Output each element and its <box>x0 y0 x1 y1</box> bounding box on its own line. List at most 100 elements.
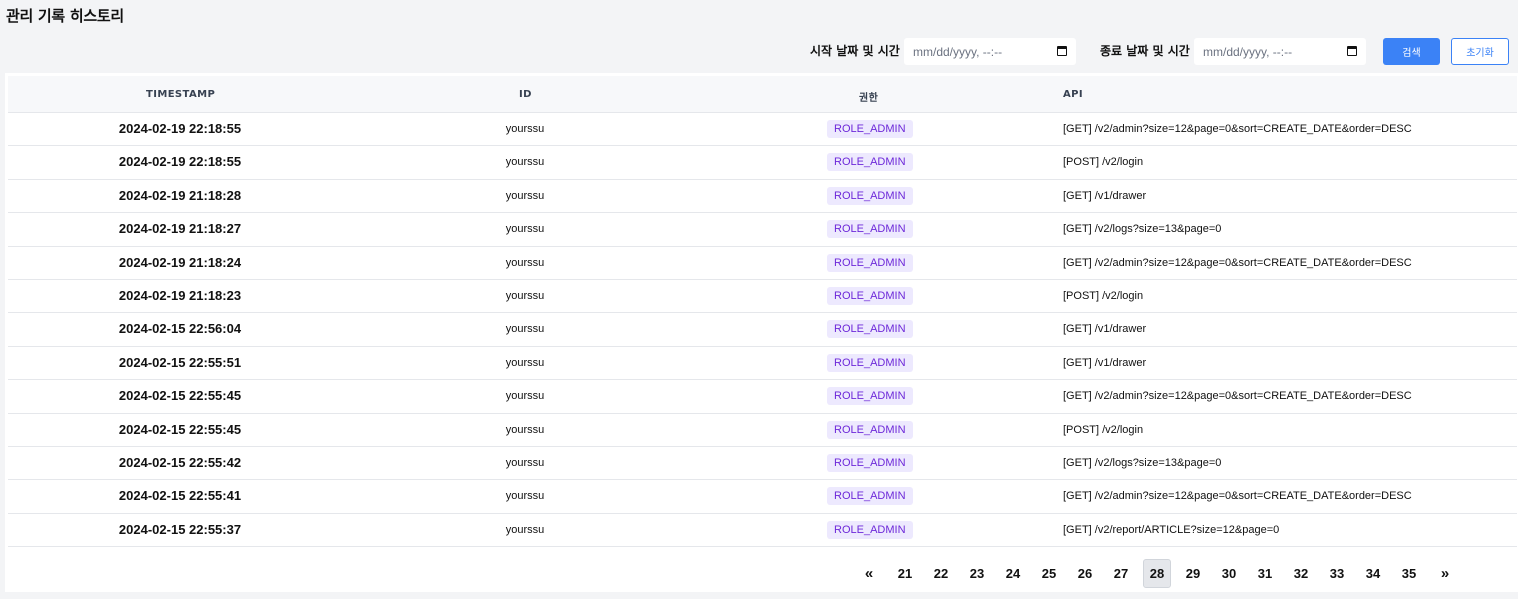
start-date-placeholder: mm/dd/yyyy, --:-- <box>913 44 1003 59</box>
table-row: 2024-02-15 22:55:41 yourssu ROLE_ADMIN [GET… <box>8 480 1517 514</box>
pagination-page-26[interactable]: 26 <box>1077 566 1093 581</box>
role-badge: ROLE_ADMIN <box>827 320 913 339</box>
pagination-page-27[interactable]: 27 <box>1113 566 1129 581</box>
role-badge: ROLE_ADMIN <box>827 120 913 138</box>
cell-timestamp: 2024-02-15 22:55:45 <box>118 421 242 437</box>
role-badge: ROLE_ADMIN <box>827 186 913 205</box>
start-date-input[interactable]: mm/dd/yyyy, --:-- <box>904 38 1076 65</box>
pagination-prev-button[interactable]: « <box>864 565 874 582</box>
cell-id: yourssu <box>505 490 545 503</box>
cell-timestamp: 2024-02-15 22:55:51 <box>118 354 242 370</box>
cell-timestamp: 2024-02-19 21:18:28 <box>118 187 242 203</box>
cell-api: [GET] /v2/admin?size=12&page=0&sort=CREA… <box>1063 490 1412 503</box>
table-row: 2024-02-15 22:55:42 yourssu ROLE_ADMIN [GET… <box>8 447 1517 481</box>
pagination-page-28[interactable]: 28 <box>1143 559 1171 588</box>
column-header-timestamp: TIMESTAMP <box>146 89 216 100</box>
pagination: « 21 22 23 24 25 26 27 28 29 30 31 32 33 34 35 » <box>855 559 1467 589</box>
cell-id: yourssu <box>505 289 545 302</box>
table-row: 2024-02-15 22:55:51 yourssu ROLE_ADMIN [GET… <box>8 347 1517 381</box>
end-date-input[interactable]: mm/dd/yyyy, --:-- <box>1194 38 1366 65</box>
role-badge: ROLE_ADMIN <box>827 353 913 372</box>
cell-api: [POST] /v2/login <box>1063 289 1144 302</box>
pagination-page-22[interactable]: 22 <box>933 566 949 581</box>
cell-id: yourssu <box>505 223 545 236</box>
table-row: 2024-02-19 21:18:27 yourssu ROLE_ADMIN [GET… <box>8 213 1517 247</box>
cell-timestamp: 2024-02-15 22:55:37 <box>118 521 242 537</box>
start-date-label: 시작 날짜 및 시간 <box>810 44 900 58</box>
cell-api: [GET] /v2/admin?size=12&page=0&sort=CREA… <box>1063 123 1412 135</box>
cell-id: yourssu <box>505 523 545 536</box>
pagination-page-25[interactable]: 25 <box>1041 566 1057 581</box>
role-badge: ROLE_ADMIN <box>827 487 913 506</box>
cell-timestamp: 2024-02-19 21:18:27 <box>118 221 242 237</box>
role-badge: ROLE_ADMIN <box>827 387 913 406</box>
cell-id: yourssu <box>505 189 545 202</box>
pagination-page-32[interactable]: 32 <box>1293 566 1309 581</box>
cell-api: [GET] /v2/logs?size=13&page=0 <box>1063 456 1222 469</box>
table-row: 2024-02-19 22:18:55 yourssu ROLE_ADMIN [POS… <box>8 146 1517 180</box>
table-body: 2024-02-19 22:18:55 yourssu ROLE_ADMIN [GET… <box>8 113 1517 548</box>
cell-api: [GET] /v1/drawer <box>1063 189 1147 202</box>
pagination-page-24[interactable]: 24 <box>1005 566 1021 581</box>
pagination-page-34[interactable]: 34 <box>1365 566 1381 581</box>
cell-id: yourssu <box>505 390 545 403</box>
cell-id: yourssu <box>505 423 545 436</box>
pagination-page-23[interactable]: 23 <box>969 566 985 581</box>
table-row: 2024-02-15 22:55:45 yourssu ROLE_ADMIN [POS… <box>8 414 1517 447</box>
reset-button[interactable]: 초기화 <box>1451 38 1509 65</box>
cell-timestamp: 2024-02-19 21:18:23 <box>118 287 242 303</box>
end-date-label: 종료 날짜 및 시간 <box>1100 44 1190 58</box>
role-badge: ROLE_ADMIN <box>827 286 913 305</box>
column-header-role: 권한 <box>859 93 879 104</box>
table-header: TIMESTAMP ID 권한 API <box>8 76 1517 113</box>
cell-id: yourssu <box>505 356 545 369</box>
cell-id: yourssu <box>505 323 545 336</box>
pagination-page-29[interactable]: 29 <box>1185 566 1201 581</box>
table-row: 2024-02-19 21:18:23 yourssu ROLE_ADMIN [POS… <box>8 280 1517 314</box>
search-button[interactable]: 검색 <box>1383 38 1440 65</box>
role-badge: ROLE_ADMIN <box>827 520 913 539</box>
table-row: 2024-02-15 22:55:45 yourssu ROLE_ADMIN [GET… <box>8 380 1517 414</box>
role-badge: ROLE_ADMIN <box>827 453 913 472</box>
cell-timestamp: 2024-02-19 22:18:55 <box>118 121 242 136</box>
table-row: 2024-02-15 22:56:04 yourssu ROLE_ADMIN [GET… <box>8 313 1517 347</box>
column-header-api: API <box>1063 89 1083 100</box>
pagination-page-30[interactable]: 30 <box>1221 566 1237 581</box>
pagination-next-button[interactable]: » <box>1440 565 1450 582</box>
cell-id: yourssu <box>505 156 545 169</box>
cell-api: [GET] /v1/drawer <box>1063 323 1147 336</box>
table-row: 2024-02-15 22:55:37 yourssu ROLE_ADMIN [GET… <box>8 514 1517 548</box>
history-panel: TIMESTAMP ID 권한 API 2024-02-19 22:18:55 y… <box>5 73 1518 592</box>
cell-timestamp: 2024-02-19 21:18:24 <box>118 254 242 270</box>
history-table: TIMESTAMP ID 권한 API 2024-02-19 22:18:55 y… <box>8 76 1517 548</box>
role-badge: ROLE_ADMIN <box>827 253 913 272</box>
pagination-page-33[interactable]: 33 <box>1329 566 1345 581</box>
pagination-page-35[interactable]: 35 <box>1401 566 1417 581</box>
table-row: 2024-02-19 22:18:55 yourssu ROLE_ADMIN [GET… <box>8 113 1517 147</box>
cell-api: [POST] /v2/login <box>1063 423 1144 436</box>
cell-id: yourssu <box>505 456 545 469</box>
pagination-page-31[interactable]: 31 <box>1257 566 1273 581</box>
cell-timestamp: 2024-02-15 22:55:41 <box>118 488 242 504</box>
end-date-placeholder: mm/dd/yyyy, --:-- <box>1203 44 1293 59</box>
cell-api: [GET] /v1/drawer <box>1063 356 1147 369</box>
column-header-id: ID <box>519 89 532 100</box>
cell-timestamp: 2024-02-15 22:55:42 <box>118 454 242 470</box>
role-badge: ROLE_ADMIN <box>827 220 913 239</box>
calendar-icon[interactable] <box>1347 46 1357 56</box>
role-badge: ROLE_ADMIN <box>827 153 913 172</box>
pagination-page-21[interactable]: 21 <box>897 566 913 581</box>
cell-id: yourssu <box>505 256 545 269</box>
cell-api: [GET] /v2/admin?size=12&page=0&sort=CREA… <box>1063 390 1412 403</box>
cell-api: [GET] /v2/report/ARTICLE?size=12&page=0 <box>1063 523 1280 536</box>
cell-api: [GET] /v2/admin?size=12&page=0&sort=CREA… <box>1063 256 1412 269</box>
table-row: 2024-02-19 21:18:24 yourssu ROLE_ADMIN [GET… <box>8 247 1517 280</box>
calendar-icon[interactable] <box>1057 46 1067 56</box>
page-title: 관리 기록 히스토리 <box>6 7 124 25</box>
cell-timestamp: 2024-02-15 22:55:45 <box>118 388 242 404</box>
cell-id: yourssu <box>505 123 545 135</box>
cell-timestamp: 2024-02-15 22:56:04 <box>118 321 242 337</box>
cell-api: [POST] /v2/login <box>1063 156 1144 169</box>
cell-api: [GET] /v2/logs?size=13&page=0 <box>1063 223 1222 236</box>
cell-timestamp: 2024-02-19 22:18:55 <box>118 154 242 170</box>
